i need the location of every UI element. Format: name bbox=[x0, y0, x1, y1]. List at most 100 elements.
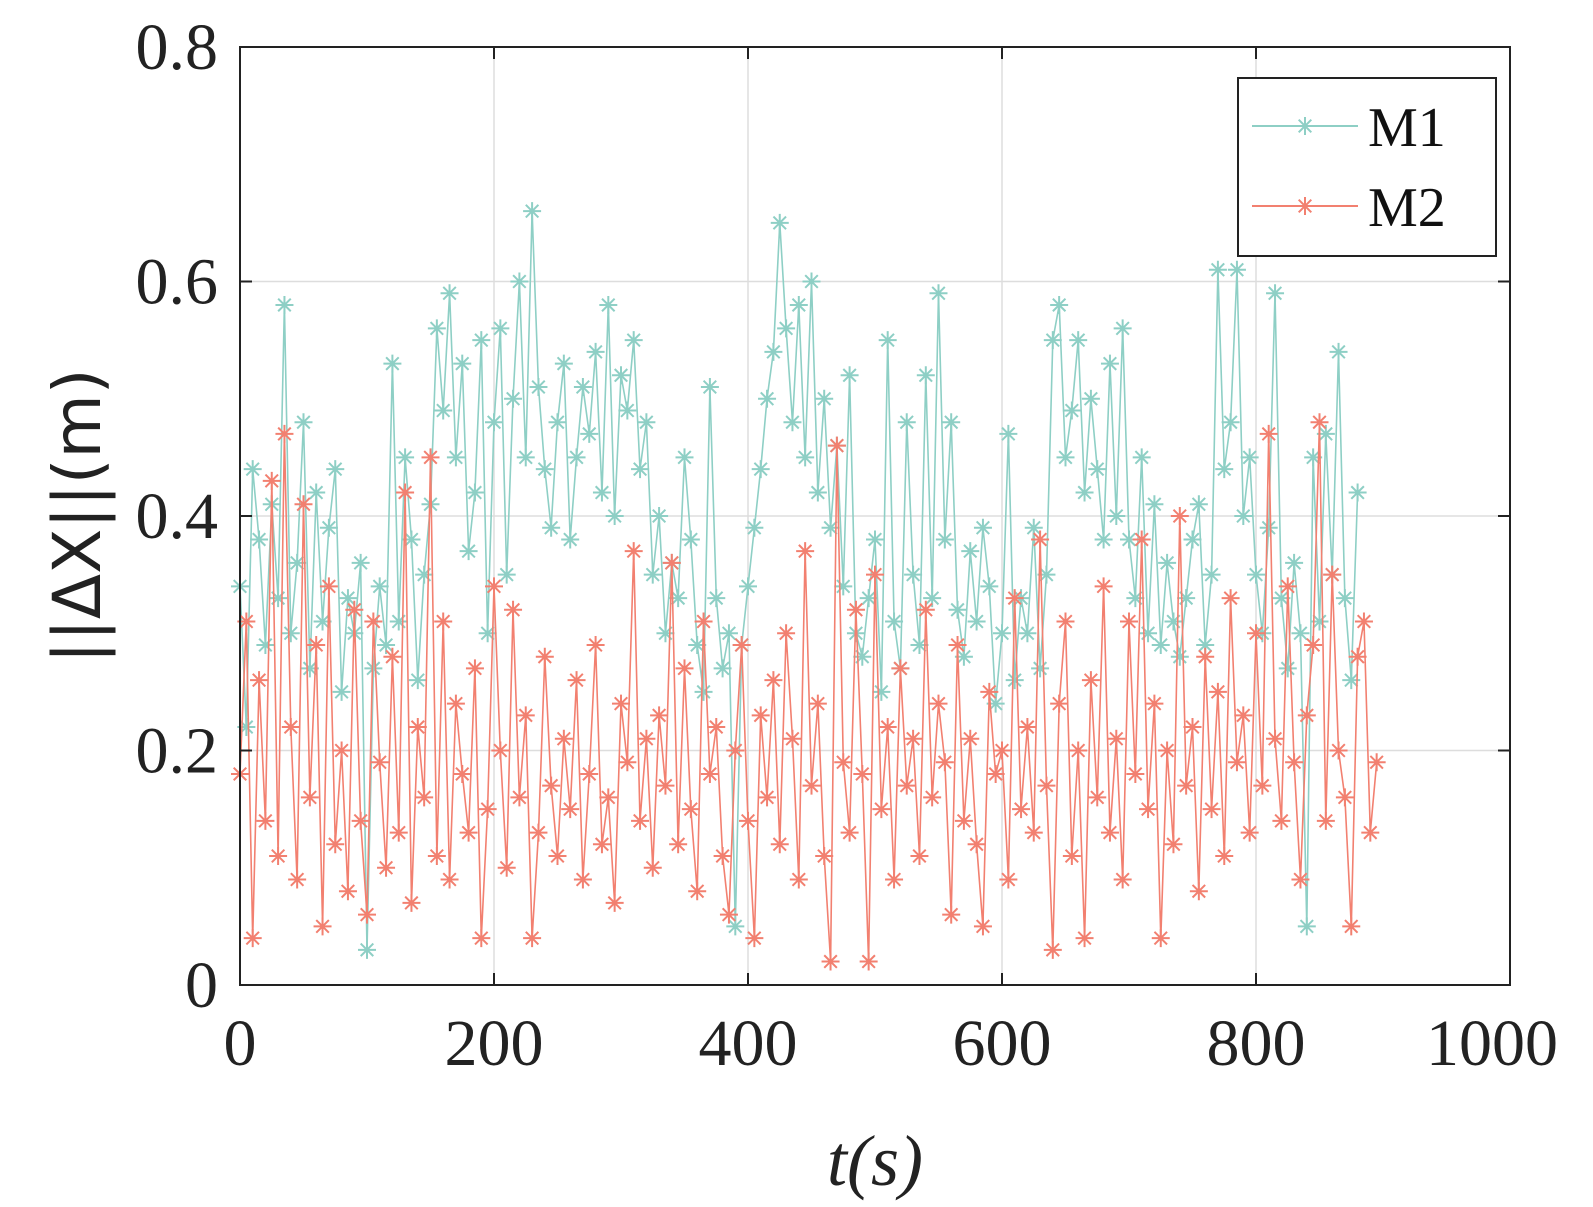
data-point-M1 bbox=[745, 518, 764, 537]
data-point-M1 bbox=[815, 389, 834, 408]
data-point-M2 bbox=[1189, 882, 1208, 901]
data-point-M1 bbox=[866, 530, 884, 549]
data-point-M2 bbox=[1316, 811, 1335, 830]
data-point-M1 bbox=[370, 577, 389, 596]
data-point-M1 bbox=[523, 202, 542, 221]
data-point-M2 bbox=[313, 917, 332, 936]
data-point-M1 bbox=[548, 413, 567, 432]
data-point-M2 bbox=[1100, 823, 1119, 842]
series-M1 bbox=[231, 202, 1367, 959]
data-point-M2 bbox=[599, 788, 618, 807]
data-point-M1 bbox=[275, 295, 294, 314]
data-point-M2 bbox=[1272, 811, 1291, 830]
data-point-M2 bbox=[993, 741, 1011, 760]
data-point-M2 bbox=[859, 952, 878, 971]
data-point-M1 bbox=[1050, 295, 1069, 314]
data-point-M2 bbox=[1132, 530, 1151, 549]
data-point-M1 bbox=[885, 612, 904, 631]
data-point-M2 bbox=[1158, 741, 1177, 760]
data-point-M2 bbox=[719, 905, 738, 924]
data-point-M1 bbox=[872, 682, 891, 701]
data-point-M1 bbox=[1208, 260, 1227, 279]
data-point-M1 bbox=[1183, 530, 1202, 549]
data-point-M2 bbox=[1170, 507, 1189, 525]
data-point-M2 bbox=[497, 858, 516, 877]
data-point-M2 bbox=[1069, 741, 1088, 760]
data-point-M1 bbox=[1126, 589, 1145, 608]
data-point-M1 bbox=[1139, 624, 1158, 643]
data-point-M2 bbox=[853, 764, 872, 783]
data-point-M1 bbox=[1075, 483, 1094, 502]
data-point-M1 bbox=[573, 378, 592, 397]
data-point-M1 bbox=[491, 319, 510, 338]
data-point-M2 bbox=[1202, 800, 1221, 819]
data-point-M2 bbox=[586, 635, 605, 654]
data-point-M2 bbox=[878, 718, 897, 737]
data-point-M2 bbox=[1196, 647, 1215, 666]
data-point-M1 bbox=[1278, 659, 1297, 678]
data-point-M1 bbox=[434, 401, 453, 420]
data-point-M1 bbox=[307, 483, 326, 502]
data-point-M1 bbox=[1285, 553, 1304, 572]
data-point-M2 bbox=[980, 682, 999, 701]
data-point-M2 bbox=[408, 718, 427, 737]
data-point-M2 bbox=[726, 741, 745, 760]
data-point-M2 bbox=[631, 811, 650, 830]
data-point-M1 bbox=[592, 483, 611, 502]
data-point-M1 bbox=[313, 612, 332, 631]
data-point-M2 bbox=[751, 706, 770, 725]
data-point-M2 bbox=[1215, 847, 1234, 866]
data-point-M2 bbox=[351, 811, 370, 830]
data-point-M2 bbox=[1310, 413, 1329, 432]
data-point-M1 bbox=[237, 718, 256, 737]
data-point-M2 bbox=[891, 659, 910, 678]
data-point-M1 bbox=[1215, 460, 1234, 479]
data-point-M2 bbox=[1018, 718, 1037, 737]
data-point-M1 bbox=[586, 342, 605, 361]
data-point-M2 bbox=[1024, 823, 1043, 842]
data-point-M2 bbox=[288, 870, 307, 889]
y-axis-title: ||ΔX||(m) bbox=[39, 368, 116, 663]
data-point-M1 bbox=[1113, 319, 1132, 338]
data-point-M1 bbox=[631, 460, 650, 479]
data-point-M1 bbox=[669, 589, 688, 608]
data-point-M1 bbox=[878, 331, 897, 350]
data-point-M1 bbox=[1120, 530, 1138, 549]
data-point-M2 bbox=[554, 729, 573, 748]
data-point-M1 bbox=[1100, 354, 1119, 373]
data-point-M2 bbox=[529, 823, 548, 842]
data-point-M1 bbox=[1107, 507, 1126, 525]
data-point-M2 bbox=[827, 436, 846, 455]
data-point-M1 bbox=[853, 647, 872, 666]
data-point-M1 bbox=[758, 389, 777, 408]
x-axis-title: t(s) bbox=[827, 1121, 923, 1201]
series-M2 bbox=[231, 413, 1386, 971]
data-point-M2 bbox=[440, 870, 459, 889]
data-point-M2 bbox=[1361, 823, 1380, 842]
data-point-M2 bbox=[675, 659, 694, 678]
data-point-M2 bbox=[1259, 424, 1278, 443]
legend-label: M1 bbox=[1368, 97, 1446, 159]
data-point-M2 bbox=[1253, 776, 1272, 795]
data-point-M2 bbox=[269, 847, 288, 866]
x-tick-label: 600 bbox=[953, 1007, 1052, 1080]
data-point-M1 bbox=[726, 917, 745, 936]
x-tick-labels: 0 200 400 600 800 1000 bbox=[224, 1007, 1559, 1080]
data-point-M2 bbox=[542, 776, 561, 795]
data-point-M1 bbox=[643, 565, 662, 584]
data-point-M1 bbox=[1037, 565, 1056, 584]
data-point-M1 bbox=[764, 342, 783, 361]
data-point-M1 bbox=[999, 424, 1018, 443]
data-point-M1 bbox=[294, 413, 313, 432]
data-point-M1 bbox=[472, 331, 491, 350]
data-point-M2 bbox=[605, 893, 624, 912]
data-point-M2 bbox=[777, 624, 796, 643]
data-point-M2 bbox=[1043, 940, 1062, 959]
y-tick-label: 0.4 bbox=[136, 480, 219, 553]
data-point-M2 bbox=[961, 729, 980, 748]
data-point-M2 bbox=[1335, 788, 1354, 807]
data-point-M2 bbox=[967, 835, 986, 854]
data-point-M1 bbox=[351, 553, 370, 572]
data-point-M2 bbox=[427, 847, 446, 866]
data-point-M1 bbox=[1158, 553, 1177, 572]
